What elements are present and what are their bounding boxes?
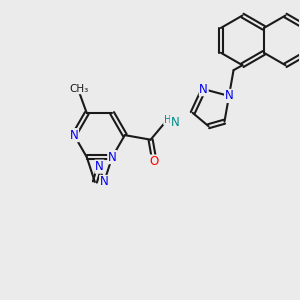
Text: N: N	[108, 151, 116, 164]
Text: H: H	[164, 115, 171, 124]
Text: N: N	[95, 160, 104, 173]
Text: N: N	[70, 129, 79, 142]
Text: N: N	[225, 89, 233, 102]
Text: N: N	[200, 83, 208, 96]
Text: O: O	[150, 155, 159, 168]
Text: N: N	[100, 176, 109, 188]
Text: CH₃: CH₃	[70, 84, 89, 94]
Text: N: N	[170, 116, 179, 129]
